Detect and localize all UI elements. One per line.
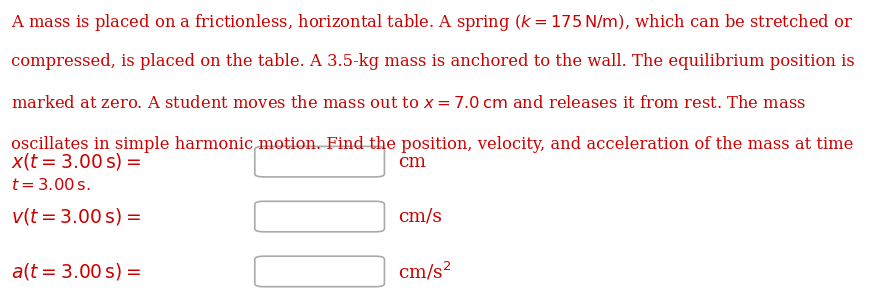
Text: $v(t = 3.00\,\mathrm{s}) =$: $v(t = 3.00\,\mathrm{s}) =$ <box>11 206 140 227</box>
Text: $t = 3.00\,\mathrm{s}.$: $t = 3.00\,\mathrm{s}.$ <box>11 177 90 194</box>
Text: $a(t = 3.00\,\mathrm{s}) =$: $a(t = 3.00\,\mathrm{s}) =$ <box>11 261 141 282</box>
Text: cm/s$^2$: cm/s$^2$ <box>398 260 451 283</box>
Text: $x(t = 3.00\,\mathrm{s}) =$: $x(t = 3.00\,\mathrm{s}) =$ <box>11 151 141 172</box>
Text: oscillates in simple harmonic motion. Find the position, velocity, and accelerat: oscillates in simple harmonic motion. Fi… <box>11 136 853 153</box>
Text: A mass is placed on a frictionless, horizontal table. A spring ($k = 175\,\mathr: A mass is placed on a frictionless, hori… <box>11 12 853 33</box>
FancyBboxPatch shape <box>255 256 384 287</box>
Text: cm: cm <box>398 152 426 171</box>
FancyBboxPatch shape <box>255 201 384 232</box>
Text: compressed, is placed on the table. A 3.5-kg mass is anchored to the wall. The e: compressed, is placed on the table. A 3.… <box>11 53 855 70</box>
FancyBboxPatch shape <box>255 146 384 177</box>
Text: cm/s: cm/s <box>398 207 442 226</box>
Text: marked at zero. A student moves the mass out to $x = 7.0\,\mathrm{cm}$ and relea: marked at zero. A student moves the mass… <box>11 95 805 112</box>
